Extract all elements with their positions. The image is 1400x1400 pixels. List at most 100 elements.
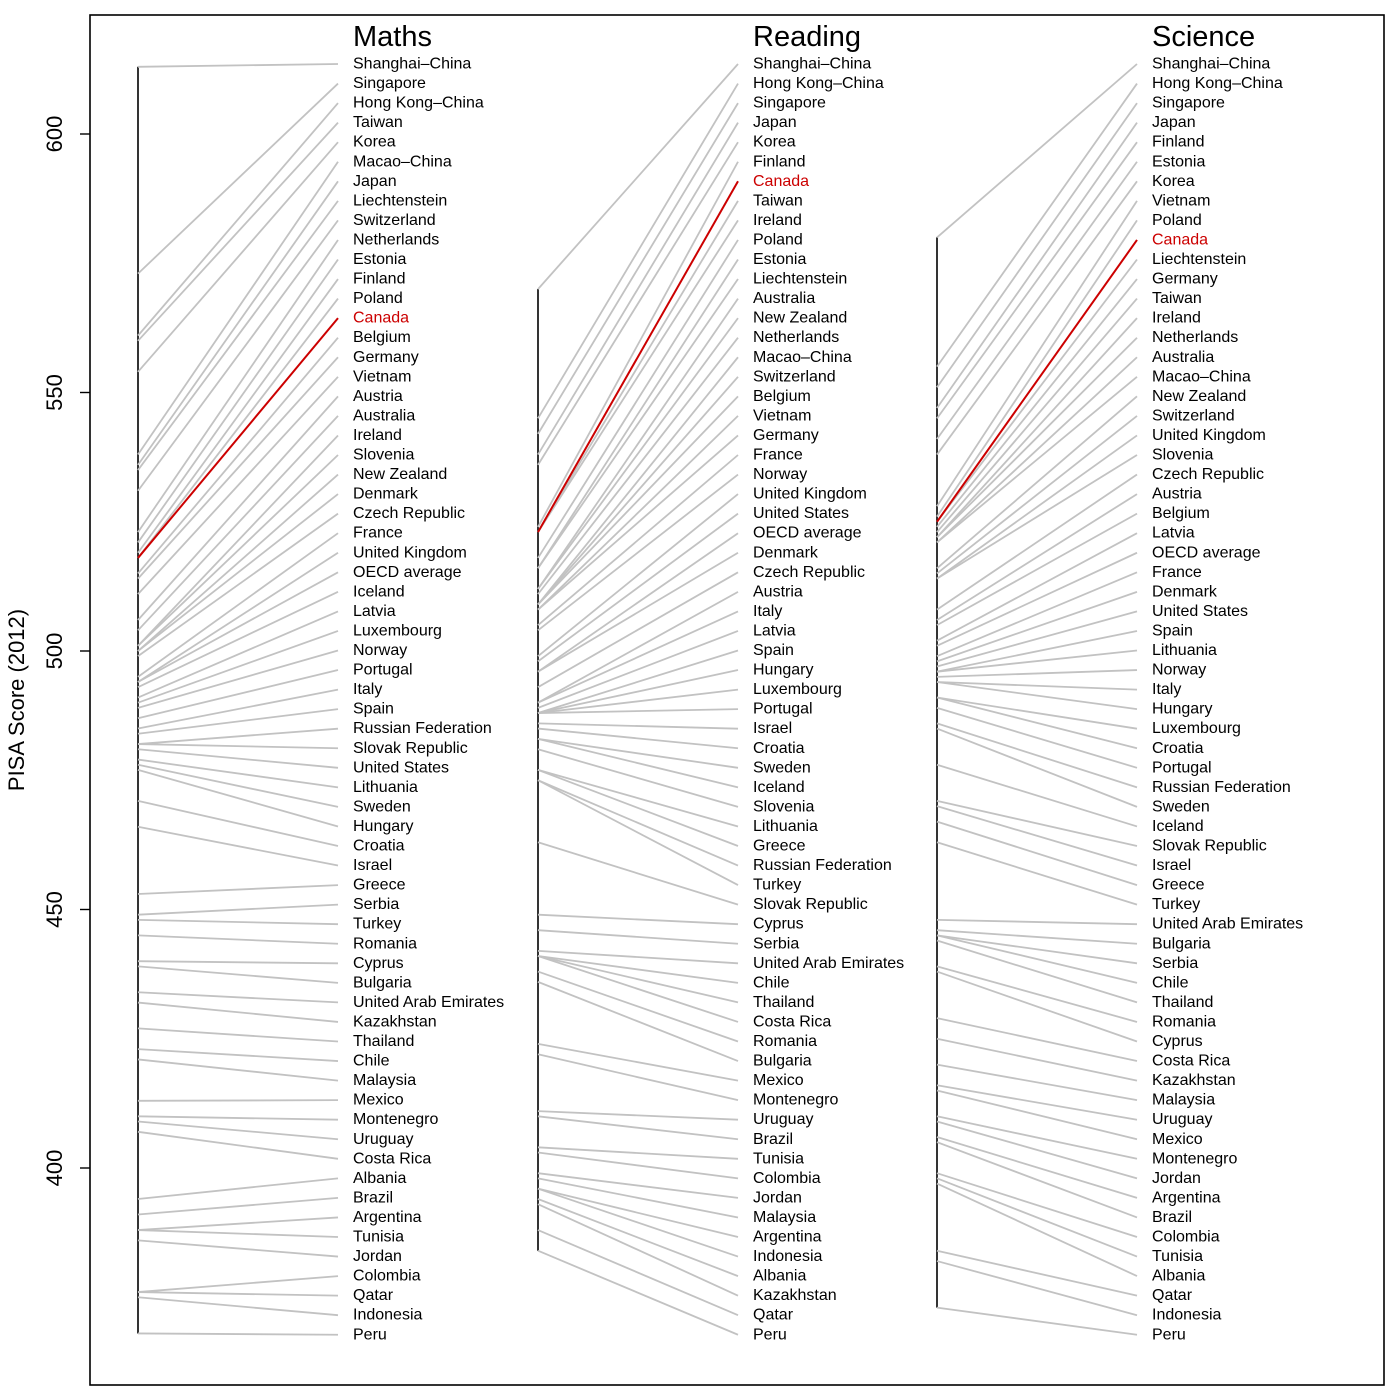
slope-line [537, 1146, 739, 1160]
country-label: Latvia [353, 603, 396, 620]
y-tick-label: 400 [42, 1150, 67, 1187]
country-label: New Zealand [353, 466, 447, 483]
slope-line [936, 1249, 1138, 1297]
slope-line [936, 258, 1138, 523]
slope-line [936, 841, 1138, 906]
slope-line [137, 591, 339, 689]
country-label: Costa Rica [353, 1150, 431, 1167]
slope-line [137, 395, 339, 621]
country-label: New Zealand [1152, 388, 1246, 405]
slope-line [936, 1089, 1138, 1141]
country-label: Croatia [753, 740, 805, 757]
country-label: Portugal [1152, 759, 1212, 776]
country-label: Mexico [1152, 1131, 1203, 1148]
slope-line [137, 219, 339, 492]
country-label: Norway [353, 642, 407, 659]
slope-line [936, 1141, 1138, 1219]
slope-line [137, 960, 339, 965]
country-label: Iceland [1152, 818, 1204, 835]
country-label: Mexico [753, 1072, 804, 1089]
country-label: Japan [353, 173, 397, 190]
panel-title: Science [1152, 21, 1255, 53]
country-label: Austria [753, 583, 803, 600]
country-label: Turkey [753, 877, 801, 894]
slope-line [537, 376, 739, 606]
country-label: Israel [1152, 857, 1191, 874]
country-label: Czech Republic [1152, 466, 1264, 483]
panel-title: Maths [353, 21, 432, 53]
slope-line [537, 779, 739, 867]
country-label: Italy [753, 603, 782, 620]
slope-line [936, 763, 1138, 828]
country-label: Slovenia [1152, 447, 1213, 464]
slope-line [936, 454, 1138, 580]
slope-line [137, 122, 339, 342]
slope-line [936, 512, 1138, 626]
country-label: Netherlands [753, 329, 839, 346]
country-label: Serbia [1152, 955, 1198, 972]
slope-line [137, 141, 339, 373]
country-label: Argentina [353, 1209, 422, 1226]
country-label: Lithuania [1152, 642, 1217, 659]
country-label: Qatar [353, 1287, 394, 1304]
slope-line [537, 1198, 739, 1277]
slope-line [936, 317, 1138, 538]
slope-line [936, 1306, 1138, 1336]
country-label: Estonia [753, 251, 806, 268]
country-label: Qatar [753, 1307, 794, 1324]
country-label: Singapore [1152, 95, 1225, 112]
country-label: Tunisia [353, 1229, 404, 1246]
slope-line [137, 454, 339, 647]
country-label: Japan [1152, 114, 1196, 131]
country-label: Brazil [753, 1131, 793, 1148]
slope-line [537, 337, 739, 595]
slope-line [936, 278, 1138, 528]
country-label: Taiwan [353, 114, 403, 131]
country-label: Russian Federation [753, 857, 892, 874]
slope-line [137, 1130, 339, 1160]
country-label: Sweden [753, 759, 811, 776]
slope-line [537, 219, 739, 533]
country-label: Iceland [753, 779, 805, 796]
slope-line [137, 727, 339, 745]
slope-line [137, 532, 339, 678]
country-label: Colombia [753, 1170, 821, 1187]
slope-line [936, 1177, 1138, 1258]
slope-line [137, 1229, 339, 1238]
country-label: Denmark [753, 544, 819, 561]
country-label: Belgium [1152, 505, 1210, 522]
slope-line [537, 239, 739, 559]
slope-line [137, 825, 339, 867]
slope-line [137, 991, 339, 1004]
slope-line [537, 722, 739, 730]
country-label: Luxembourg [1152, 720, 1241, 737]
slope-line [936, 696, 1138, 730]
slope-line [537, 356, 739, 606]
slope-line [137, 298, 339, 559]
country-label: Australia [1152, 349, 1214, 366]
country-label: Portugal [353, 662, 413, 679]
country-label: Vietnam [753, 407, 811, 424]
slope-line [137, 1291, 339, 1297]
country-label: Slovenia [353, 447, 414, 464]
slope-line [537, 1187, 739, 1258]
country-label: Brazil [353, 1189, 393, 1206]
slope-line [936, 800, 1138, 847]
country-label: Slovak Republic [353, 740, 468, 757]
slope-line [137, 1197, 339, 1216]
country-label: Belgium [353, 329, 411, 346]
slope-line [137, 1120, 339, 1141]
slope-line-highlight [537, 180, 739, 533]
country-label: Korea [353, 134, 396, 151]
slope-line [936, 722, 1138, 789]
slope-line [137, 1239, 339, 1258]
country-label: Cyprus [353, 955, 404, 972]
country-label: Germany [1152, 271, 1218, 288]
country-label: Kazakhstan [353, 1013, 437, 1030]
slope-line [936, 929, 1138, 945]
country-label: Taiwan [753, 192, 803, 209]
country-label: Peru [353, 1326, 387, 1343]
slope-line [137, 376, 339, 595]
country-label: Liechtenstein [353, 192, 447, 209]
slope-line [137, 763, 339, 808]
